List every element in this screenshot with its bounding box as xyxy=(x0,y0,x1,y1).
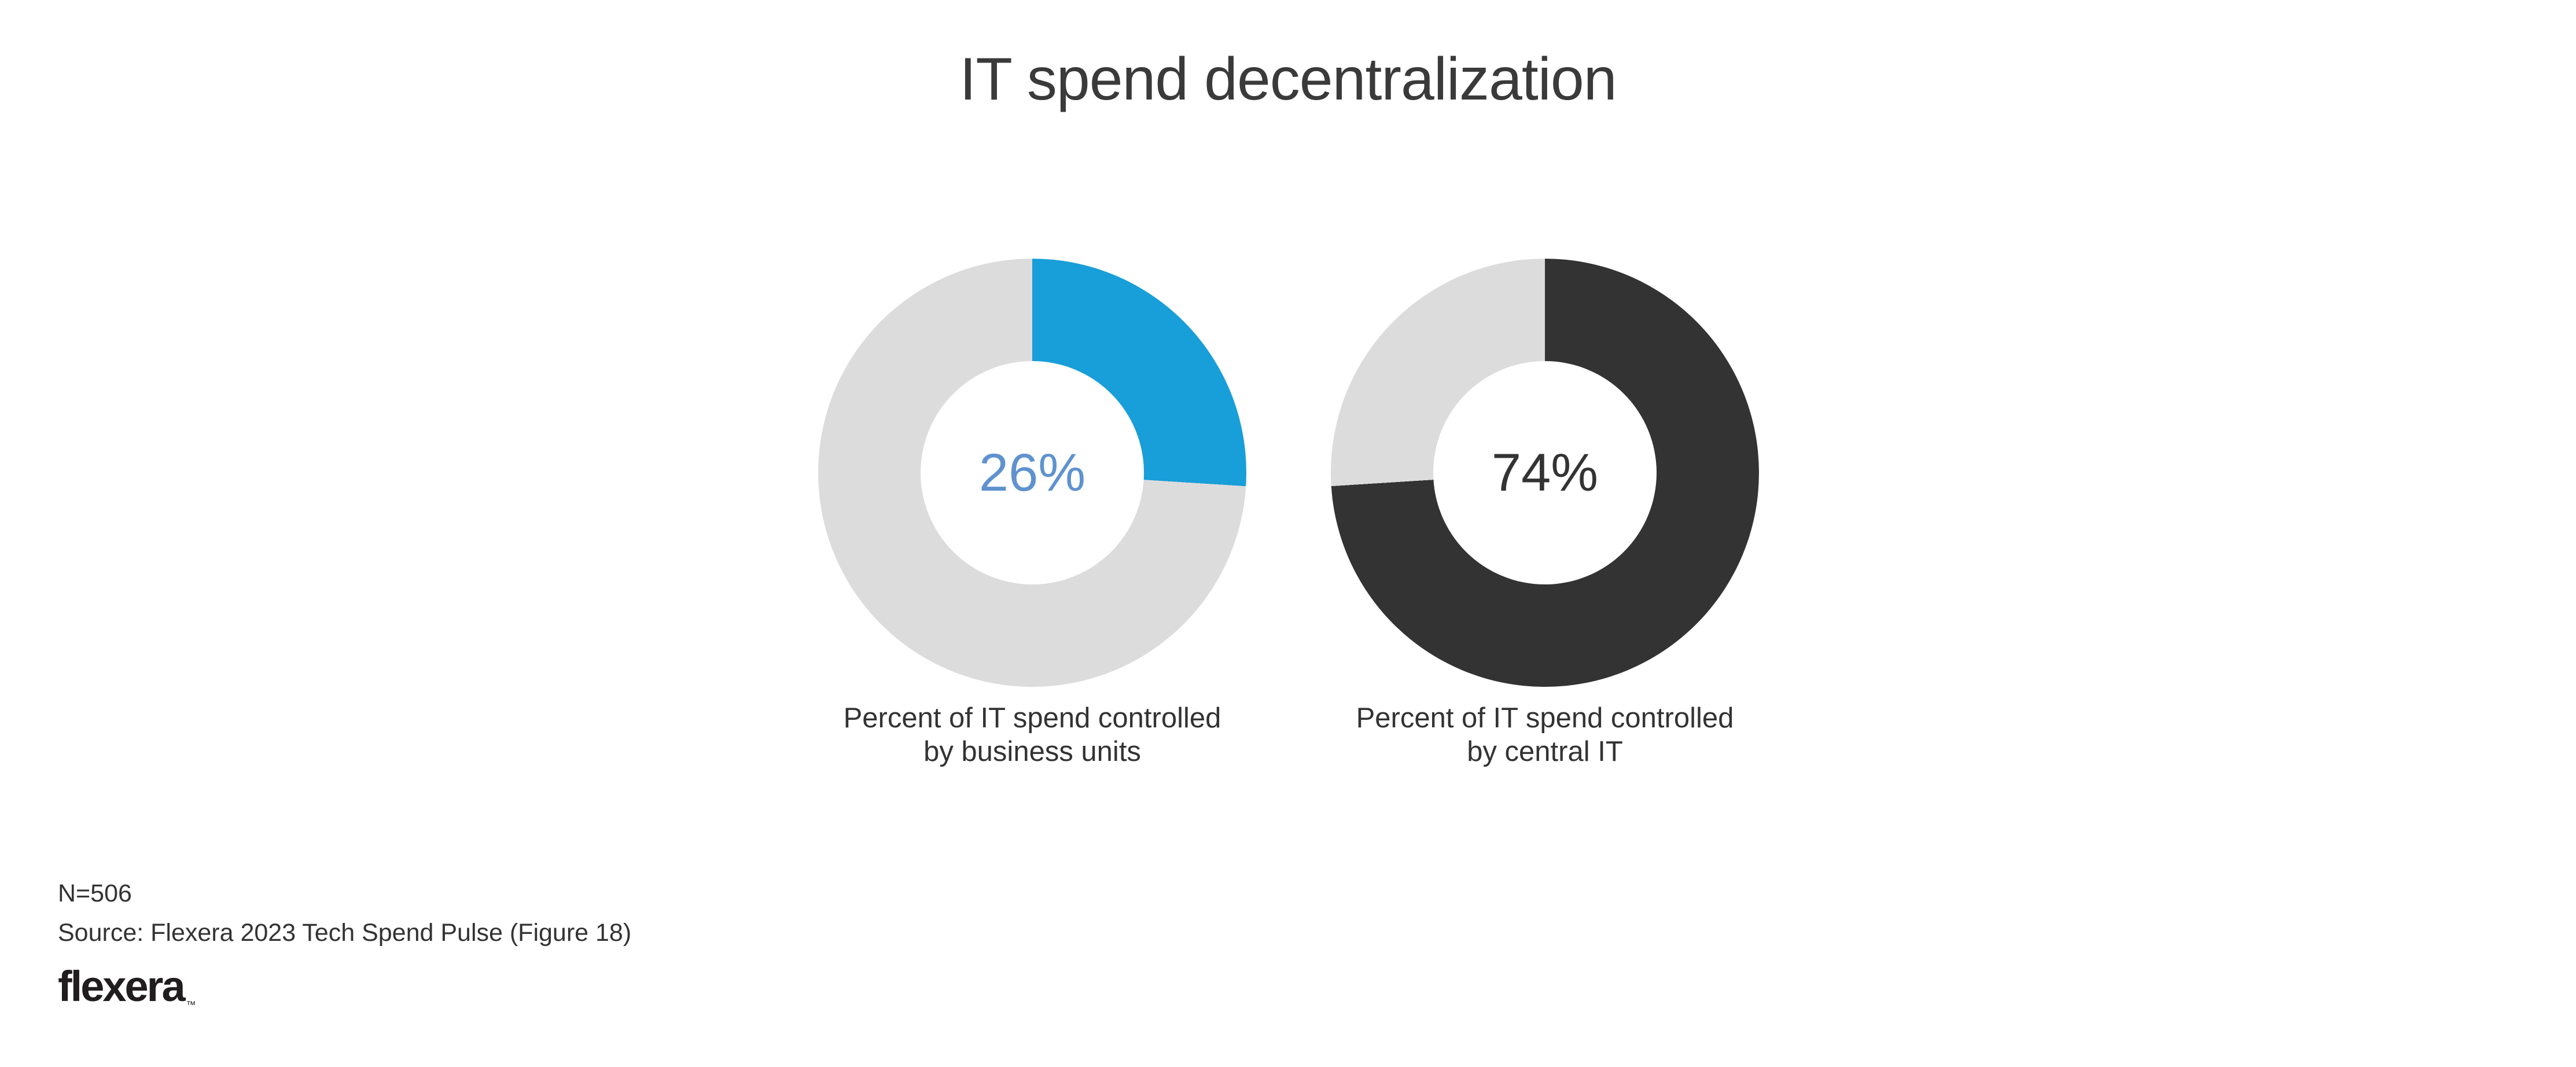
donut-caption-central-it: Percent of IT spend controlled by centra… xyxy=(1285,701,1805,768)
caption-line-2: by business units xyxy=(923,736,1141,767)
source-text: Source: Flexera 2023 Tech Spend Pulse (F… xyxy=(58,919,632,947)
caption-line-1: Percent of IT spend controlled xyxy=(1356,702,1734,734)
donut-chart-central-it: 74% xyxy=(1331,259,1759,687)
donut-chart-business-units: 26% xyxy=(818,259,1246,687)
flexera-logo-text: flexera xyxy=(58,962,186,1010)
sample-size-text: N=506 xyxy=(58,880,132,907)
caption-line-1: Percent of IT spend controlled xyxy=(843,702,1221,734)
chart-title: IT spend decentralization xyxy=(959,46,1617,113)
footer: N=506 Source: Flexera 2023 Tech Spend Pu… xyxy=(58,880,631,1025)
flexera-logo: flexera ™ xyxy=(58,965,196,1025)
donut-center-value-central-it: 74% xyxy=(1491,443,1599,502)
trademark-mark: ™ xyxy=(186,999,196,1010)
donut-caption-business-units: Percent of IT spend controlled by busine… xyxy=(772,701,1293,768)
donut-hole: 26% xyxy=(921,361,1144,584)
donut-hole: 74% xyxy=(1433,361,1657,584)
caption-line-2: by central IT xyxy=(1467,736,1623,767)
donut-center-value-business-units: 26% xyxy=(978,443,1086,502)
